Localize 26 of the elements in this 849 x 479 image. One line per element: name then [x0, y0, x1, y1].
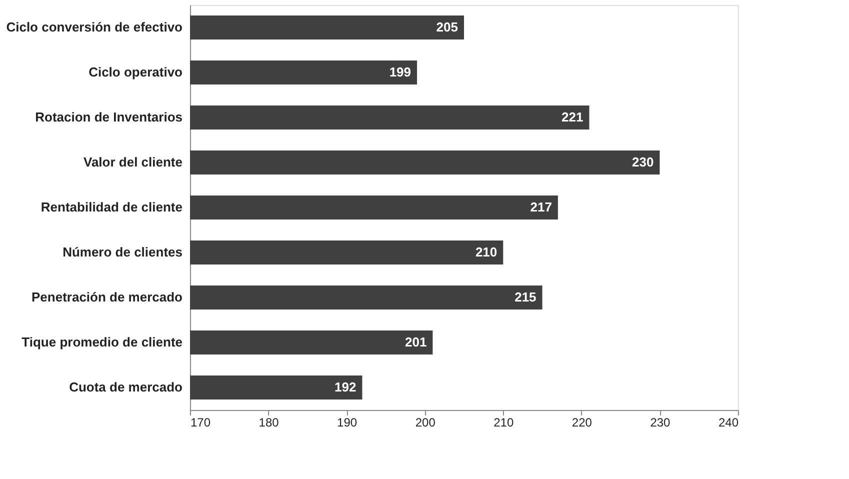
y-tick-label: Ciclo conversión de efectivo: [6, 20, 183, 34]
x-tick-label: 220: [572, 416, 592, 430]
x-tick-label: 200: [415, 416, 436, 430]
data-label: 192: [334, 380, 356, 394]
data-label: 217: [530, 200, 552, 214]
y-tick-label: Valor del cliente: [84, 154, 182, 170]
x-tick-label: 170: [190, 416, 211, 430]
data-label: 230: [632, 154, 654, 170]
data-label: 221: [562, 110, 584, 124]
x-tick-label: 180: [258, 416, 280, 430]
y-tick-label: Ciclo operativo: [88, 64, 183, 80]
y-tick-label: Cuota de mercado: [69, 380, 183, 394]
data-label: 205: [436, 20, 458, 34]
y-tick-label: Rotacion de Inventarios: [35, 110, 182, 124]
x-tick-label: 210: [494, 416, 514, 430]
data-label: 201: [404, 334, 427, 350]
y-tick-label: Rentabilidad de cliente: [40, 200, 182, 214]
x-tick-label: 190: [337, 416, 358, 430]
data-label: 215: [514, 290, 536, 304]
y-tick-label: Tique promedio de cliente: [22, 334, 182, 350]
data-label: 210: [475, 244, 498, 260]
x-tick-label: 230: [650, 416, 671, 430]
data-label: 199: [389, 64, 412, 80]
y-tick-label: Número de clientes: [62, 244, 182, 260]
y-tick-label: Penetración de mercado: [32, 290, 183, 304]
x-tick-label: 240: [718, 416, 739, 430]
